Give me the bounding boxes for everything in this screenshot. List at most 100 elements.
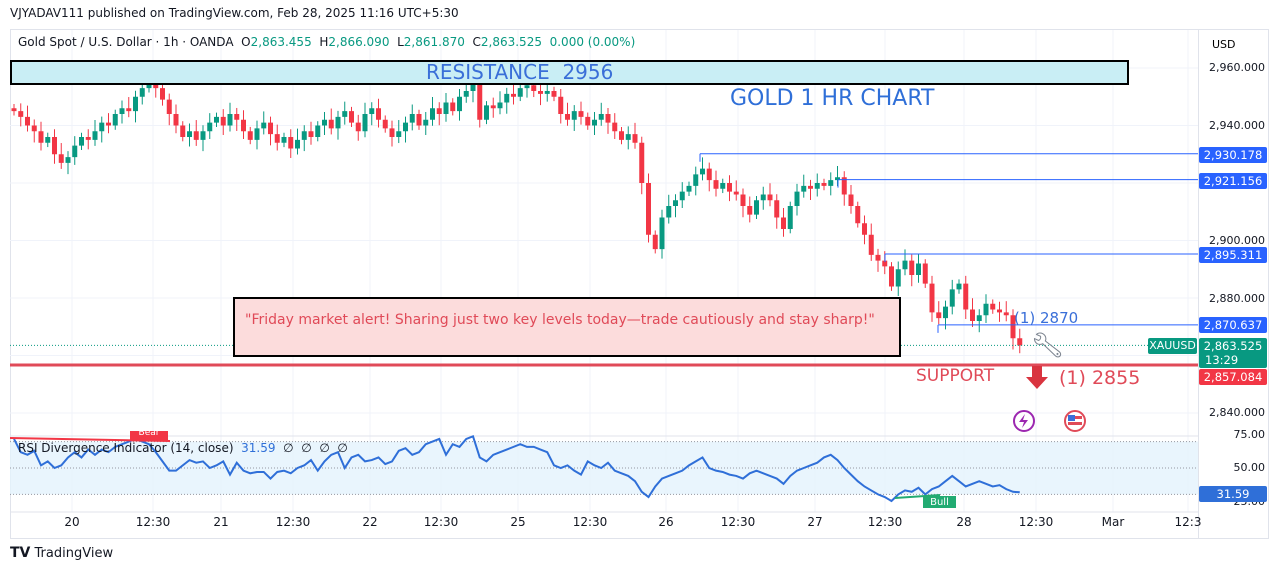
time-tick: 12:30 [867, 515, 903, 529]
time-tick: 12:30 [135, 515, 171, 529]
candle-body [328, 119, 334, 129]
candle-body [862, 223, 867, 235]
candle-body [679, 191, 685, 201]
rsi-name[interactable]: RSI Divergence Indicator (14, close) [18, 441, 234, 455]
candle-body [565, 114, 570, 120]
us-flag-icon[interactable] [1063, 409, 1087, 433]
candle-body [382, 119, 388, 129]
candle-body [65, 157, 71, 163]
candle-body [997, 309, 1002, 313]
rsi-line [13, 435, 1020, 503]
candle-body [268, 122, 273, 135]
candle-body [976, 315, 982, 321]
candle-body [956, 283, 962, 290]
candle-body [58, 154, 64, 163]
price-tick: 2,840.000 [1209, 406, 1265, 419]
candle-body [220, 116, 226, 126]
candle-body [1010, 315, 1016, 339]
close-label: C [472, 35, 481, 49]
candle-body [72, 145, 78, 158]
candle-body [409, 114, 415, 123]
candle-body [639, 142, 645, 183]
time-tick: 22 [362, 515, 378, 529]
candle-body [598, 114, 604, 120]
rsi-value-tag: 31.59 [1199, 486, 1267, 502]
candle-body [85, 137, 91, 140]
rsi-extras: ∅ ∅ ∅ ∅ [283, 441, 348, 455]
rsi-tick: 50.00 [1233, 461, 1266, 474]
candle-body [369, 108, 375, 114]
candle-body [1003, 312, 1009, 316]
candle-body [99, 122, 105, 132]
candle-body [511, 93, 516, 97]
wrench-icon[interactable]: 🔧︎ [1029, 329, 1066, 363]
candle-body [733, 191, 739, 195]
candle-body [801, 185, 807, 192]
candle-body [106, 122, 111, 126]
level-2855-label: (1) 2855 [1059, 367, 1141, 389]
candle-body [686, 185, 692, 192]
candle-body [585, 116, 591, 126]
bar-countdown: 13:29 [1205, 353, 1239, 367]
time-tick: 12:3 [1174, 515, 1202, 529]
candle-body [362, 114, 368, 132]
rsi-legend: RSI Divergence Indicator (14, close) 31.… [18, 441, 348, 455]
candle-body [517, 88, 523, 97]
low-label: L [397, 35, 404, 49]
candle-body [355, 122, 361, 132]
candle-body [322, 119, 327, 126]
candle-body [713, 180, 719, 189]
candle-body [963, 283, 969, 310]
time-tick: 12:30 [572, 515, 608, 529]
candle-body [430, 108, 435, 120]
candle-body [895, 269, 901, 287]
candle-body [180, 125, 186, 137]
candle-body [139, 88, 145, 97]
note-box[interactable]: "Friday market alert! Sharing just two k… [233, 297, 901, 357]
price-tick: 2,900.000 [1209, 234, 1265, 247]
resistance-label: RESISTANCE 2956 [426, 60, 614, 84]
candle-body [261, 122, 267, 129]
candle-body [605, 114, 611, 123]
symbol-name[interactable]: Gold Spot / U.S. Dollar · 1h · OANDA [18, 35, 234, 49]
candle-body [133, 96, 138, 112]
resistance-zone[interactable] [10, 60, 1129, 85]
time-tick: 27 [807, 515, 823, 529]
candle-body [524, 85, 530, 89]
high-label: H [319, 35, 329, 49]
chart-frame [10, 29, 1269, 539]
level-2870-label: (1) 2870 [1014, 309, 1079, 327]
support-tag: 2,857.084 [1199, 369, 1267, 385]
candle-body [646, 183, 651, 235]
candle-body [25, 116, 30, 126]
candle-body [828, 180, 834, 186]
rsi-legend-value: 31.59 [241, 441, 276, 455]
bear-divergence-line [9, 437, 171, 442]
candle-body [754, 200, 759, 215]
candle-body [11, 108, 17, 112]
currency-label[interactable]: USD [1212, 38, 1236, 51]
candle-body [814, 183, 820, 189]
candle-body [531, 85, 537, 91]
down-arrow-icon [1026, 366, 1048, 389]
time-tick: 26 [658, 515, 674, 529]
candle-body [52, 137, 57, 155]
candle-body [153, 82, 159, 89]
candle-body [916, 263, 921, 275]
candle-body [308, 131, 314, 137]
support-label: SUPPORT [916, 366, 995, 386]
candle-body [173, 114, 179, 126]
candle-body [720, 183, 726, 189]
time-tick: 20 [64, 515, 80, 529]
candle-body [504, 93, 510, 103]
candle-body [706, 168, 712, 181]
candle-body [943, 306, 948, 319]
candle-body [281, 137, 287, 143]
price-tick: 2,940.000 [1209, 119, 1265, 132]
candle-body [983, 303, 989, 316]
lightning-icon[interactable] [1012, 409, 1036, 433]
candle-body [477, 82, 483, 120]
candle-body [821, 183, 827, 186]
candle-body [335, 116, 341, 129]
